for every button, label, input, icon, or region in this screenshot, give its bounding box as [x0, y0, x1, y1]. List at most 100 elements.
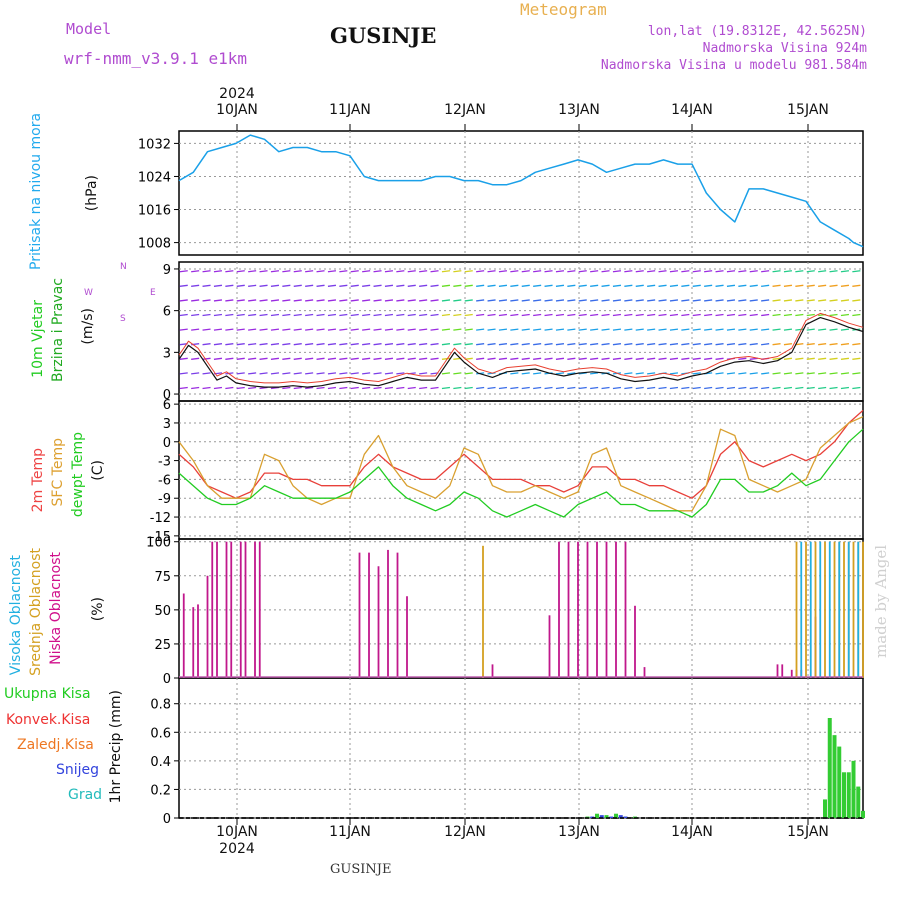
- wind-barb-225: [692, 343, 701, 346]
- wind-barb-425: [236, 284, 245, 287]
- wind-barb-131: [305, 357, 314, 360]
- wind-barb-493: [327, 270, 337, 273]
- cloud-ytick-label-2: 50: [154, 604, 171, 619]
- wind-barb-207: [487, 343, 496, 346]
- wind-barb-301: [191, 313, 200, 317]
- wind-barb-23: [441, 386, 451, 390]
- wind-barb-381: [419, 299, 428, 302]
- wind-barb-441: [419, 284, 428, 287]
- wind-barb-378: [384, 299, 394, 302]
- cloud-bar-0-16: [396, 552, 399, 678]
- top-day-label-12JAN: 12JAN: [444, 102, 486, 118]
- wind-barb-10: [293, 386, 302, 390]
- wind-barb-107: [715, 372, 724, 375]
- wind-barb-234: [795, 343, 804, 346]
- wind-barb-151: [533, 357, 542, 360]
- wind-barb-361: [191, 299, 200, 302]
- wind-barb-45: [692, 386, 701, 390]
- wind-barb-520: [635, 270, 644, 273]
- wind-barb-134: [339, 357, 348, 360]
- wind-barb-288: [726, 328, 736, 331]
- wind-barb-206: [476, 343, 485, 346]
- wind-barb-184: [225, 343, 234, 346]
- wind-barb-370: [293, 299, 302, 302]
- precip-ytick-label-3: 0.6: [150, 726, 171, 741]
- wind-barb-452: [544, 284, 553, 287]
- wind-barb-141: [419, 357, 428, 360]
- precip-bar-1-4: [623, 816, 628, 818]
- wind-barb-79: [396, 372, 405, 375]
- wind-barb-497: [373, 270, 382, 273]
- wind-barb-91: [533, 372, 542, 375]
- wind-barb-335: [578, 313, 587, 317]
- wind-barb-25: [464, 386, 473, 390]
- wind-barb-443: [441, 284, 451, 287]
- cloud-bar-0-6: [225, 541, 228, 678]
- wind-barb-413: [783, 299, 793, 302]
- wind-barb-480: [179, 270, 188, 273]
- wind-barb-90: [521, 372, 530, 375]
- wind-barb-490: [293, 270, 302, 273]
- compass-n: N: [120, 262, 127, 272]
- wind-barb-60: [179, 372, 188, 375]
- wind-barb-460: [635, 284, 644, 287]
- wind-barb-238: [840, 343, 850, 346]
- wind-barb-339: [624, 313, 633, 317]
- wind-barb-258: [384, 328, 394, 331]
- cloud-ytick-label-3: 75: [154, 570, 171, 585]
- wind-barb-40: [635, 386, 644, 390]
- wind-barb-217: [601, 343, 610, 346]
- wind-barb-521: [647, 270, 656, 273]
- wind-barb-346: [704, 313, 713, 317]
- wind-barb-455: [578, 284, 587, 287]
- wind-barb-390: [521, 299, 530, 302]
- wind-barb-488: [270, 270, 280, 273]
- wind-barb-510: [521, 270, 530, 273]
- wind-barb-283: [669, 328, 679, 331]
- temp-ytick-label-2: -9: [158, 492, 171, 507]
- cloud-bar-0-11: [258, 541, 261, 678]
- pressure-ytick-label-2: 1024: [138, 170, 171, 185]
- wind-barb-143: [441, 357, 451, 360]
- cloud-bar-2-0: [800, 541, 803, 678]
- temp-ytick-label-0: -15: [150, 530, 171, 545]
- wind-barb-149: [510, 357, 519, 360]
- wind-barb-77: [373, 372, 382, 375]
- wind-barb-440: [407, 284, 416, 287]
- wind-barb-285: [692, 328, 701, 331]
- wind-barb-246: [248, 328, 257, 331]
- wind-barb-281: [647, 328, 656, 331]
- wind-barb-65: [236, 372, 245, 375]
- wind-barb-105: [692, 372, 701, 375]
- wind-barb-484: [225, 270, 234, 273]
- wind-barb-417: [829, 299, 838, 302]
- wind-barb-313: [327, 313, 337, 317]
- wind-barb-271: [533, 328, 542, 331]
- wind-barb-309: [282, 313, 291, 317]
- wind-barb-366: [248, 299, 257, 302]
- wind-barb-512: [544, 270, 553, 273]
- wind-barb-108: [726, 372, 736, 375]
- wind-barb-303: [213, 313, 223, 317]
- wind-panel-frame: [178, 261, 864, 402]
- wind-barb-454: [567, 284, 576, 287]
- precip-bar-0-13: [856, 786, 861, 818]
- wind-barb-56: [818, 386, 827, 390]
- cloud-bar-0-0: [182, 593, 185, 678]
- cloud-bar-0-2: [197, 604, 199, 678]
- wind-barb-483: [213, 270, 223, 273]
- wind-barb-522: [658, 270, 667, 273]
- wind-barb-204: [453, 343, 462, 346]
- wind-barb-170: [749, 357, 758, 360]
- wind-barb-415: [806, 299, 815, 302]
- cloud-bar-1-2: [805, 541, 807, 678]
- wind-barb-433: [327, 284, 337, 287]
- wind-barb-275: [578, 328, 587, 331]
- wind-barb-379: [396, 299, 405, 302]
- wind-barb-477: [829, 284, 838, 287]
- precip-label-5: Grad: [68, 787, 103, 803]
- wind-barb-70: [293, 372, 302, 375]
- wind-barb-400: [635, 299, 644, 302]
- cloud-bar-0-32: [790, 669, 793, 678]
- precip-label-4: Snijeg: [56, 762, 100, 778]
